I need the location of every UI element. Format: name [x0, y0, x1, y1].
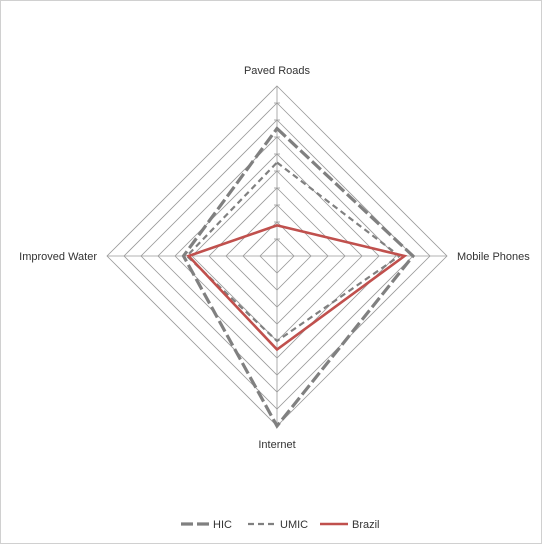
series-line-brazil [186, 224, 408, 352]
legend: HIC UMIC Brazil [181, 519, 380, 531]
series-line-hic [181, 126, 416, 429]
axis-label: Internet [258, 439, 295, 451]
axis-label: Paved Roads [244, 65, 311, 77]
series-line-umic [185, 161, 402, 343]
grid [106, 85, 448, 427]
legend-label-brazil: Brazil [352, 519, 380, 531]
axis-label: Mobile Phones [457, 251, 530, 263]
legend-label-umic: UMIC [280, 519, 308, 531]
legend-label-hic: HIC [213, 519, 232, 531]
axis-label: Improved Water [19, 251, 97, 263]
